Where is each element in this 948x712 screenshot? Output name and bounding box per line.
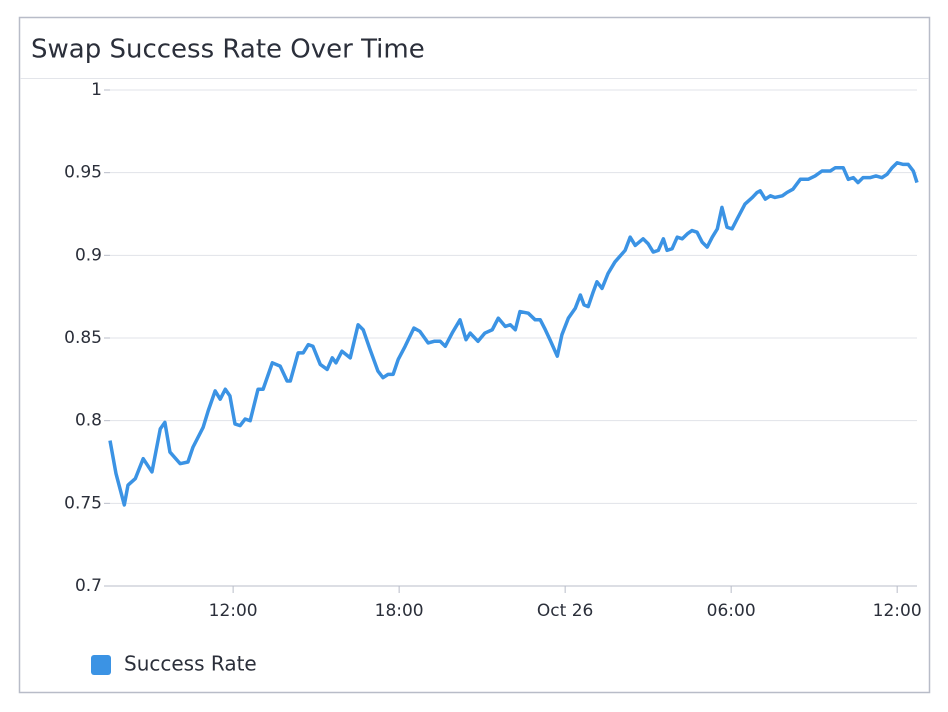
y-tick-label: 0.85 — [64, 328, 102, 348]
legend-swatch — [91, 655, 111, 675]
y-tick-label: 1 — [91, 80, 102, 100]
x-tick-label: 12:00 — [209, 601, 258, 621]
x-tick-label: 06:00 — [707, 601, 756, 621]
series-line — [108, 161, 919, 507]
legend-label: Success Rate — [124, 652, 257, 676]
y-tick-label: 0.9 — [75, 245, 102, 265]
y-tick-label: 0.8 — [75, 411, 102, 431]
panel-frame — [18, 16, 931, 694]
x-tick-label: 12:00 — [873, 601, 922, 621]
x-tick-label: Oct 26 — [537, 601, 593, 621]
x-tick-label: 18:00 — [375, 601, 424, 621]
panel-title: Swap Success Rate Over Time — [31, 35, 425, 65]
y-tick-label: 0.75 — [64, 493, 102, 513]
y-tick-label: 0.95 — [64, 163, 102, 183]
y-tick-label: 0.7 — [75, 576, 102, 596]
